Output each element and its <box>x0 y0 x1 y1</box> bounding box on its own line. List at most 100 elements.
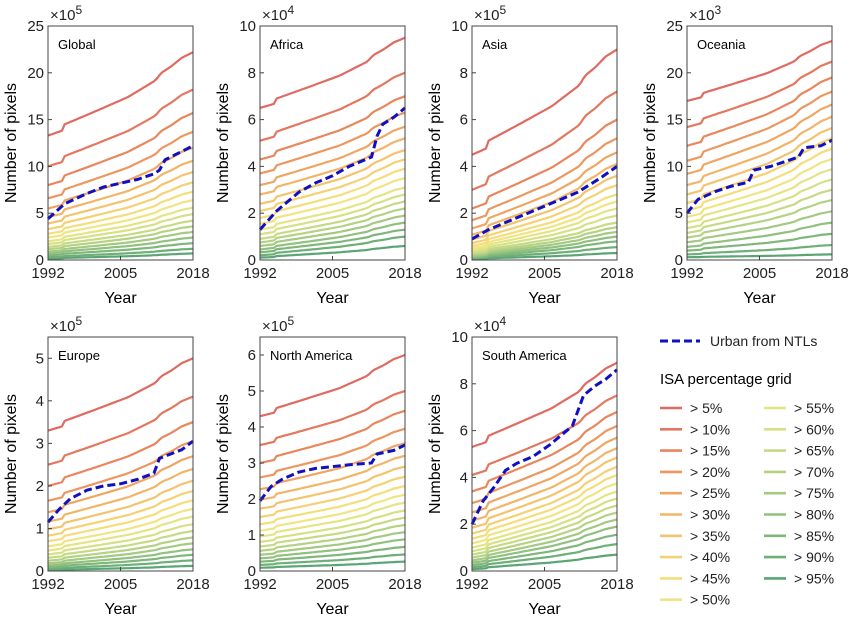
isa-line-16 <box>686 221 833 248</box>
x-tick-label: 2005 <box>316 576 349 593</box>
isa-line-9 <box>471 193 618 248</box>
isa-line-12 <box>471 497 618 553</box>
legend-urban-label: Urban from NTLs <box>710 333 817 349</box>
isa-line-2 <box>47 88 194 168</box>
isa-line-11 <box>686 168 833 224</box>
isa-line-5 <box>47 455 194 514</box>
isa-line-7 <box>471 456 618 529</box>
y-tick-label: 4 <box>460 158 468 175</box>
y-exponent-base: ×10 <box>50 318 75 335</box>
isa-line-11 <box>259 501 406 538</box>
y-tick-label: 8 <box>248 65 256 82</box>
isa-line-13 <box>686 188 833 234</box>
isa-line-1 <box>471 361 618 449</box>
x-tick-label: 1992 <box>31 576 64 593</box>
isa-line-15 <box>47 542 194 565</box>
isa-line-2 <box>471 90 618 191</box>
isa-line-4 <box>259 111 406 175</box>
isa-line-8 <box>47 489 194 537</box>
y-exponent-label: ×104 <box>262 3 294 24</box>
isa-line-3 <box>471 118 618 210</box>
isa-line-10 <box>471 200 618 250</box>
x-tick-label: 2018 <box>388 576 421 593</box>
y-tick-label: 10 <box>451 329 468 346</box>
y-exponent-base: ×10 <box>474 7 499 24</box>
x-axis-label: Year <box>743 290 776 307</box>
x-tick-label: 2005 <box>743 265 776 282</box>
legend-isa-label: > 50% <box>690 592 730 608</box>
isa-line-3 <box>259 409 406 465</box>
isa-line-5 <box>686 103 833 175</box>
isa-line-15 <box>471 518 618 562</box>
isa-line-5 <box>259 125 406 187</box>
isa-line-14 <box>471 511 618 559</box>
y-tick-label: 0 <box>460 252 468 269</box>
isa-line-8 <box>471 184 618 245</box>
isa-line-6 <box>47 159 194 218</box>
x-axis-label: Year <box>316 601 349 618</box>
isa-line-17 <box>471 240 618 259</box>
isa-line-11 <box>47 206 194 243</box>
isa-line-12 <box>259 509 406 543</box>
y-tick-label: 4 <box>248 419 256 436</box>
y-tick-label: 4 <box>248 158 256 175</box>
isa-line-14 <box>686 199 833 239</box>
isa-line-1 <box>259 36 406 109</box>
x-axis-label: Year <box>104 601 137 618</box>
x-tick-label: 1992 <box>455 576 488 593</box>
isa-line-10 <box>47 507 194 548</box>
isa-line-16 <box>259 538 406 560</box>
urban-ntl-line <box>685 138 833 215</box>
isa-line-2 <box>47 395 194 466</box>
isa-line-8 <box>686 137 833 204</box>
isa-line-3 <box>471 410 618 493</box>
legend-isa-label: > 90% <box>794 549 834 565</box>
legend-isa-label: > 95% <box>794 570 834 586</box>
urban-ntl-line <box>258 443 406 502</box>
isa-line-12 <box>47 213 194 246</box>
plot-area <box>259 25 406 261</box>
urban-ntl-line <box>46 440 194 524</box>
legend-isa-label: > 85% <box>794 528 834 544</box>
y-tick-label: 8 <box>460 376 468 393</box>
y-tick-label: 10 <box>239 18 256 35</box>
panel-title: Oceania <box>697 37 746 52</box>
isa-line-18 <box>471 246 618 260</box>
y-tick-label: 2 <box>248 491 256 508</box>
y-tick-label: 0 <box>460 563 468 580</box>
y-tick-label: 5 <box>36 350 44 367</box>
y-tick-label: 8 <box>460 65 468 82</box>
isa-line-17 <box>47 242 194 257</box>
isa-line-11 <box>259 186 406 231</box>
y-tick-label: 15 <box>666 112 683 129</box>
isa-line-14 <box>259 207 406 244</box>
x-tick-label: 2018 <box>176 576 209 593</box>
y-axis-label: Number of pixels <box>215 83 232 203</box>
y-exponent-label: ×105 <box>262 314 294 335</box>
isa-line-10 <box>259 493 406 532</box>
isa-line-18 <box>686 243 833 256</box>
isa-line-14 <box>47 225 194 251</box>
isa-line-8 <box>471 465 618 535</box>
isa-line-15 <box>259 531 406 556</box>
isa-line-16 <box>47 548 194 567</box>
y-exponent-power: 4 <box>499 314 506 328</box>
chart-panel-oceania: 0 5 10 15 20 25 1992 2005 2018 ×103 Oceania Year Num… <box>642 3 849 307</box>
y-tick-label: 6 <box>248 347 256 364</box>
y-tick-label: 1 <box>248 527 256 544</box>
isa-line-3 <box>686 76 833 147</box>
y-tick-label: 2 <box>36 478 44 495</box>
isa-line-4 <box>47 130 194 200</box>
legend-isa-label: > 55% <box>794 400 834 416</box>
isa-line-12 <box>471 214 618 253</box>
panel-title: Asia <box>482 37 508 52</box>
isa-line-2 <box>259 71 406 142</box>
y-tick-label: 20 <box>27 65 44 82</box>
legend-isa-label: > 70% <box>794 464 834 480</box>
isa-line-13 <box>471 504 618 556</box>
isa-line-10 <box>47 199 194 239</box>
isa-line-13 <box>47 219 194 248</box>
legend-isa-label: > 60% <box>794 421 834 437</box>
